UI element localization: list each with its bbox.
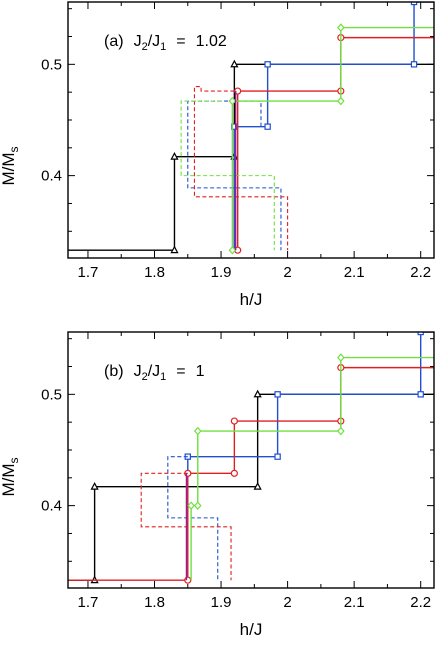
x-tick-label: 2 bbox=[283, 594, 291, 611]
series-line bbox=[187, 100, 282, 251]
point-marker-triangle bbox=[230, 59, 239, 68]
y-tick-label: 0.5 bbox=[41, 386, 62, 403]
x-tick-label: 2.2 bbox=[410, 264, 431, 281]
x-tick-label: 1.9 bbox=[211, 264, 232, 281]
point-marker-diamond bbox=[187, 501, 195, 510]
point-marker-square bbox=[274, 391, 281, 398]
series-line bbox=[68, 393, 434, 581]
point-marker-circle bbox=[230, 469, 238, 477]
series-line bbox=[193, 86, 289, 251]
point-marker-square bbox=[417, 391, 424, 398]
x-tick-label: 1.9 bbox=[211, 594, 232, 611]
point-marker-square bbox=[410, 61, 418, 68]
series-line bbox=[68, 366, 434, 581]
series-line bbox=[233, 2, 434, 251]
series-line bbox=[180, 100, 275, 251]
plot-frame-a bbox=[67, 1, 435, 259]
y-tick-label: 0.5 bbox=[41, 56, 62, 73]
series-line bbox=[190, 356, 434, 581]
point-marker-diamond bbox=[337, 23, 345, 32]
x-tick-label: 2.1 bbox=[344, 264, 365, 281]
x-tick-label: 2 bbox=[283, 264, 291, 281]
tick-labels-b: 1.7 1.8 1.9 2 2.1 2.2 0.4 0.5 bbox=[41, 386, 431, 611]
series-line bbox=[68, 63, 434, 251]
y-tick-label: 0.4 bbox=[41, 498, 62, 515]
y-tick-label: 0.4 bbox=[41, 168, 62, 185]
point-marker-diamond bbox=[337, 353, 345, 362]
point-marker-square bbox=[274, 453, 281, 460]
panel-title-b: (b) J2/J1 = 1 bbox=[104, 363, 205, 383]
panel-b: 1.7 1.8 1.9 2 2.1 2.2 0.4 0.5 (b) J2/J1 = 1 M/Ms h… bbox=[0, 331, 435, 639]
x-tick-label: 1.8 bbox=[144, 264, 165, 281]
series-line bbox=[231, 26, 434, 251]
panel-a: 1.7 1.8 1.9 2 2.1 2.2 0.4 0.5 (a) J2/J1 = 1.02 M/M… bbox=[0, 1, 435, 309]
series-line bbox=[140, 472, 232, 581]
point-marker-triangle bbox=[170, 152, 179, 160]
plot-frame-b bbox=[67, 331, 435, 589]
x-tick-label: 2.2 bbox=[410, 594, 431, 611]
x-tick-label: 1.7 bbox=[78, 264, 99, 281]
x-axis-label-a: h/J bbox=[240, 290, 263, 309]
point-marker-square bbox=[264, 61, 271, 68]
point-marker-triangle bbox=[253, 389, 262, 398]
point-marker-diamond bbox=[337, 96, 345, 106]
point-marker-square bbox=[264, 123, 271, 130]
plot-area-a bbox=[68, 2, 434, 255]
point-marker-diamond bbox=[193, 426, 202, 436]
y-axis-label-b: M/Ms bbox=[0, 457, 21, 496]
x-tick-label: 1.7 bbox=[78, 594, 99, 611]
point-marker-triangle bbox=[90, 482, 99, 490]
point-marker-diamond bbox=[193, 501, 202, 510]
x-tick-label: 2.1 bbox=[344, 594, 365, 611]
series-line bbox=[167, 456, 219, 581]
point-marker-diamond bbox=[228, 245, 237, 255]
y-axis-label-a: M/Ms bbox=[0, 146, 21, 185]
point-marker-square bbox=[417, 332, 424, 336]
point-marker-triangle bbox=[253, 482, 262, 490]
point-marker-circle bbox=[184, 576, 192, 584]
panel-title-a: (a) J2/J1 = 1.02 bbox=[104, 33, 227, 53]
plot-area-b bbox=[68, 332, 434, 584]
x-tick-label: 1.8 bbox=[144, 594, 165, 611]
point-marker-square bbox=[410, 2, 418, 6]
point-marker-diamond bbox=[337, 426, 345, 436]
tick-labels-a: 1.7 1.8 1.9 2 2.1 2.2 0.4 0.5 bbox=[41, 56, 431, 281]
point-marker-triangle bbox=[170, 245, 179, 254]
point-marker-diamond bbox=[228, 96, 237, 106]
x-axis-label-b: h/J bbox=[240, 620, 263, 639]
point-marker-circle bbox=[230, 417, 238, 425]
series-line bbox=[187, 332, 434, 581]
